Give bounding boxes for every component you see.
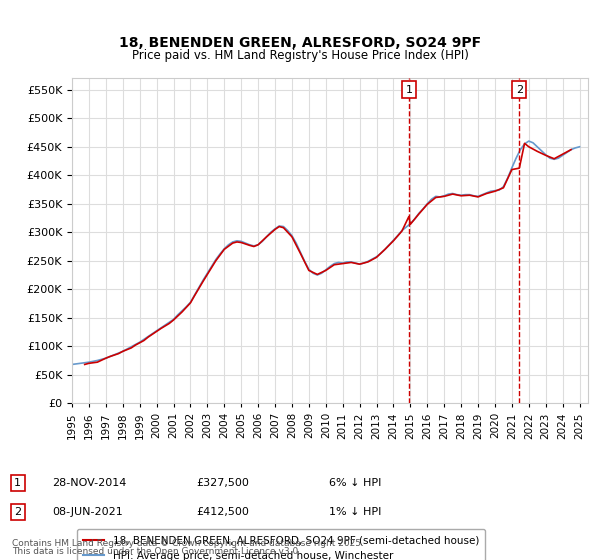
Text: 2: 2 bbox=[516, 85, 523, 95]
Text: £327,500: £327,500 bbox=[196, 478, 249, 488]
Text: 08-JUN-2021: 08-JUN-2021 bbox=[52, 507, 123, 517]
Text: Price paid vs. HM Land Registry's House Price Index (HPI): Price paid vs. HM Land Registry's House … bbox=[131, 49, 469, 62]
Text: 6% ↓ HPI: 6% ↓ HPI bbox=[329, 478, 381, 488]
Text: 18, BENENDEN GREEN, ALRESFORD, SO24 9PF: 18, BENENDEN GREEN, ALRESFORD, SO24 9PF bbox=[119, 36, 481, 50]
Text: 1% ↓ HPI: 1% ↓ HPI bbox=[329, 507, 381, 517]
Text: 1: 1 bbox=[406, 85, 412, 95]
Text: 1: 1 bbox=[14, 478, 21, 488]
Text: This data is licensed under the Open Government Licence v3.0.: This data is licensed under the Open Gov… bbox=[12, 548, 301, 557]
Text: £412,500: £412,500 bbox=[196, 507, 249, 517]
Text: Contains HM Land Registry data © Crown copyright and database right 2025.: Contains HM Land Registry data © Crown c… bbox=[12, 539, 364, 548]
Text: 2: 2 bbox=[14, 507, 22, 517]
Legend: 18, BENENDEN GREEN, ALRESFORD, SO24 9PF (semi-detached house), HPI: Average pric: 18, BENENDEN GREEN, ALRESFORD, SO24 9PF … bbox=[77, 529, 485, 560]
Text: 28-NOV-2014: 28-NOV-2014 bbox=[52, 478, 127, 488]
